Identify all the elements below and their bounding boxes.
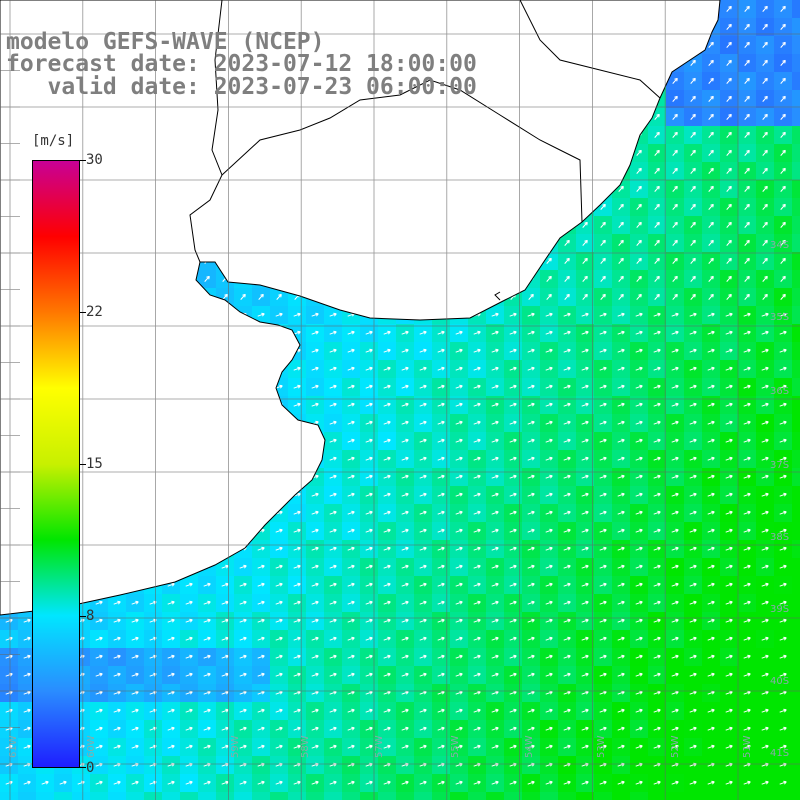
lon-label: 61W [8,735,19,758]
title-valid-date: valid date: 2023-07-23 06:00:00 [6,74,477,100]
lon-label: 52W [670,735,681,758]
lon-label: 51W [742,735,753,758]
lon-label: 55W [450,735,461,758]
title-forecast-date: forecast date: 2023-07-12 18:00:00 [6,51,477,77]
lat-label: 34S [770,240,790,251]
colorbar-tickmark [80,767,86,768]
colorbar-tick-label: 15 [86,456,103,472]
lat-label: 39S [770,604,790,615]
lat-label: 40S [770,676,790,687]
colorbar-tickmark [80,312,86,313]
lat-label: 35S [770,312,790,323]
colorbar-tickmark [80,464,86,465]
colorbar-tick-label: 22 [86,304,103,320]
colorbar-tick-label: 8 [86,608,95,624]
lat-label: 36S [770,386,790,397]
lat-label: 38S [770,532,790,543]
lon-label: 57W [374,735,385,758]
colorbar-unit: [m/s] [32,133,75,149]
lon-label: 60W [86,735,97,758]
colorbar-tickmark [80,616,86,617]
colorbar [32,160,80,768]
lat-label: 41S [770,748,790,759]
colorbar-tickmark [80,160,86,161]
colorbar-tick-label: 30 [86,152,103,168]
lon-label: 58W [300,735,311,758]
lat-label: 37S [770,460,790,471]
lon-label: 54W [524,735,535,758]
colorbar-tick-label: 0 [86,760,95,776]
lon-label: 53W [596,735,607,758]
title-model: modelo GEFS-WAVE (NCEP) [6,29,325,55]
lon-label: 59W [230,735,241,758]
